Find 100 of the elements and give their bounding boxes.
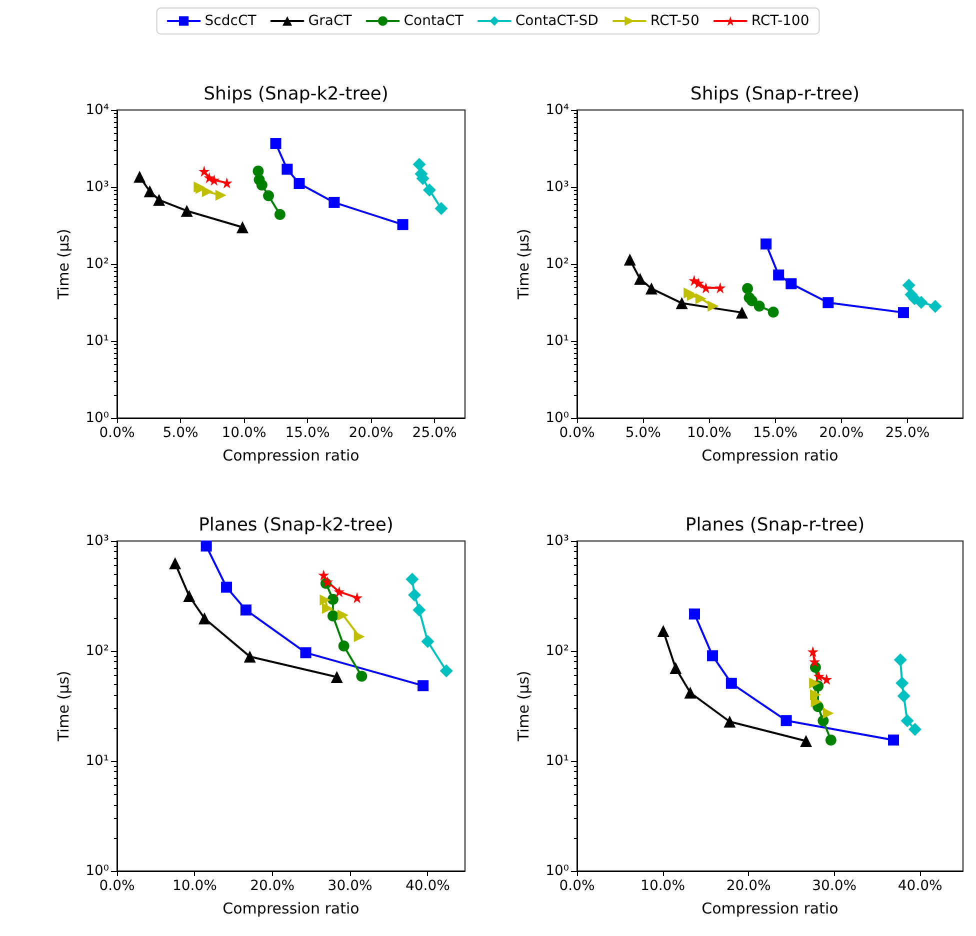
point <box>282 164 293 175</box>
chart-title: Planes (Snap-r-tree) <box>685 514 865 536</box>
y-axis-title: Time (μs) <box>514 670 532 742</box>
point <box>700 282 712 294</box>
x-tick-label: 15.0% <box>285 425 330 441</box>
point <box>822 708 834 719</box>
point <box>294 178 305 190</box>
point <box>338 640 350 652</box>
x-tick-label: 20.0% <box>819 425 864 441</box>
y-axis-title: Time (μs) <box>54 228 72 300</box>
point <box>825 734 836 746</box>
point <box>263 190 274 202</box>
y-tick-label: 10³ <box>86 179 109 195</box>
point <box>809 678 820 689</box>
point <box>200 540 212 552</box>
x-tick-label: 40.0% <box>405 878 450 894</box>
point <box>689 608 700 620</box>
point <box>898 307 910 318</box>
y-tick-label: 10² <box>86 256 109 272</box>
point <box>440 664 453 678</box>
point <box>356 670 368 682</box>
point <box>813 670 824 682</box>
x-tick-label: 20.0% <box>726 878 771 894</box>
point <box>724 716 736 728</box>
x-tick-label: 0.0% <box>99 425 135 441</box>
y-tick-label: 10⁰ <box>86 410 110 426</box>
legend-label: ContaCT <box>404 13 464 29</box>
x-tick-label: 10.0% <box>686 425 732 441</box>
x-tick-label: 5.0% <box>162 425 198 441</box>
x-axis-title: Compression ratio <box>222 900 360 918</box>
x-axis-title: Compression ratio <box>222 446 360 464</box>
point <box>914 296 928 309</box>
x-tick-label: 40.0% <box>898 878 942 894</box>
chart-title: Ships (Snap-r-tree) <box>690 84 860 104</box>
point <box>902 278 916 292</box>
x-tick-label: 0.0% <box>99 878 135 894</box>
point <box>153 194 166 206</box>
point <box>768 306 779 318</box>
point <box>900 714 914 728</box>
point <box>418 680 429 692</box>
point <box>338 610 349 621</box>
point <box>202 186 213 198</box>
point <box>236 221 248 234</box>
point <box>274 208 286 220</box>
point <box>809 656 820 668</box>
point <box>334 586 345 598</box>
point <box>726 678 737 689</box>
y-tick-label: 10³ <box>86 533 109 549</box>
point <box>421 635 434 648</box>
y-tick-label: 10³ <box>546 179 569 195</box>
point <box>657 624 670 637</box>
y-axis-title: Time (μs) <box>514 228 532 300</box>
x-axis-title: Compression ratio <box>702 446 838 464</box>
point <box>397 219 408 230</box>
x-tick-label: 10.0% <box>640 878 686 894</box>
point <box>134 170 146 183</box>
y-tick-label: 10¹ <box>86 753 109 769</box>
point <box>928 300 942 313</box>
point <box>198 166 210 177</box>
y-tick-label: 10² <box>546 256 569 272</box>
point <box>684 686 696 699</box>
point <box>624 254 636 266</box>
x-tick-label: 30.0% <box>812 878 857 894</box>
point <box>406 572 419 586</box>
legend-label: ContaCT-SD <box>515 13 598 29</box>
point <box>256 180 268 191</box>
x-tick-label: 10.0% <box>172 878 217 894</box>
x-tick-label: 20.0% <box>348 425 394 441</box>
point <box>800 734 812 747</box>
point <box>707 650 718 662</box>
legend-label: ScdcCT <box>204 13 257 29</box>
point <box>183 590 196 602</box>
point <box>780 715 792 726</box>
point <box>634 272 646 285</box>
x-tick-label: 25.0% <box>412 425 457 441</box>
point <box>322 602 334 614</box>
point <box>736 306 748 319</box>
point <box>318 570 330 581</box>
point <box>327 610 338 622</box>
y-tick-label: 10¹ <box>86 333 109 349</box>
y-tick-label: 10⁴ <box>546 102 570 118</box>
x-tick-label: 0.0% <box>559 425 595 441</box>
x-tick-label: 10.0% <box>222 425 266 441</box>
x-tick-label: 5.0% <box>625 425 661 441</box>
point <box>300 647 312 658</box>
point <box>695 293 706 304</box>
y-tick-label: 10⁴ <box>86 102 110 118</box>
point <box>760 238 772 250</box>
legend-label: RCT-100 <box>751 13 810 29</box>
point <box>896 676 909 690</box>
point <box>786 278 797 290</box>
legend-label: GraCT <box>308 13 352 29</box>
point <box>352 592 363 604</box>
point <box>327 594 338 605</box>
point <box>330 671 343 684</box>
point <box>821 674 832 685</box>
x-tick-label: 0.0% <box>559 878 595 894</box>
point <box>708 300 719 312</box>
point <box>822 297 834 308</box>
x-tick-label: 15.0% <box>753 425 798 441</box>
